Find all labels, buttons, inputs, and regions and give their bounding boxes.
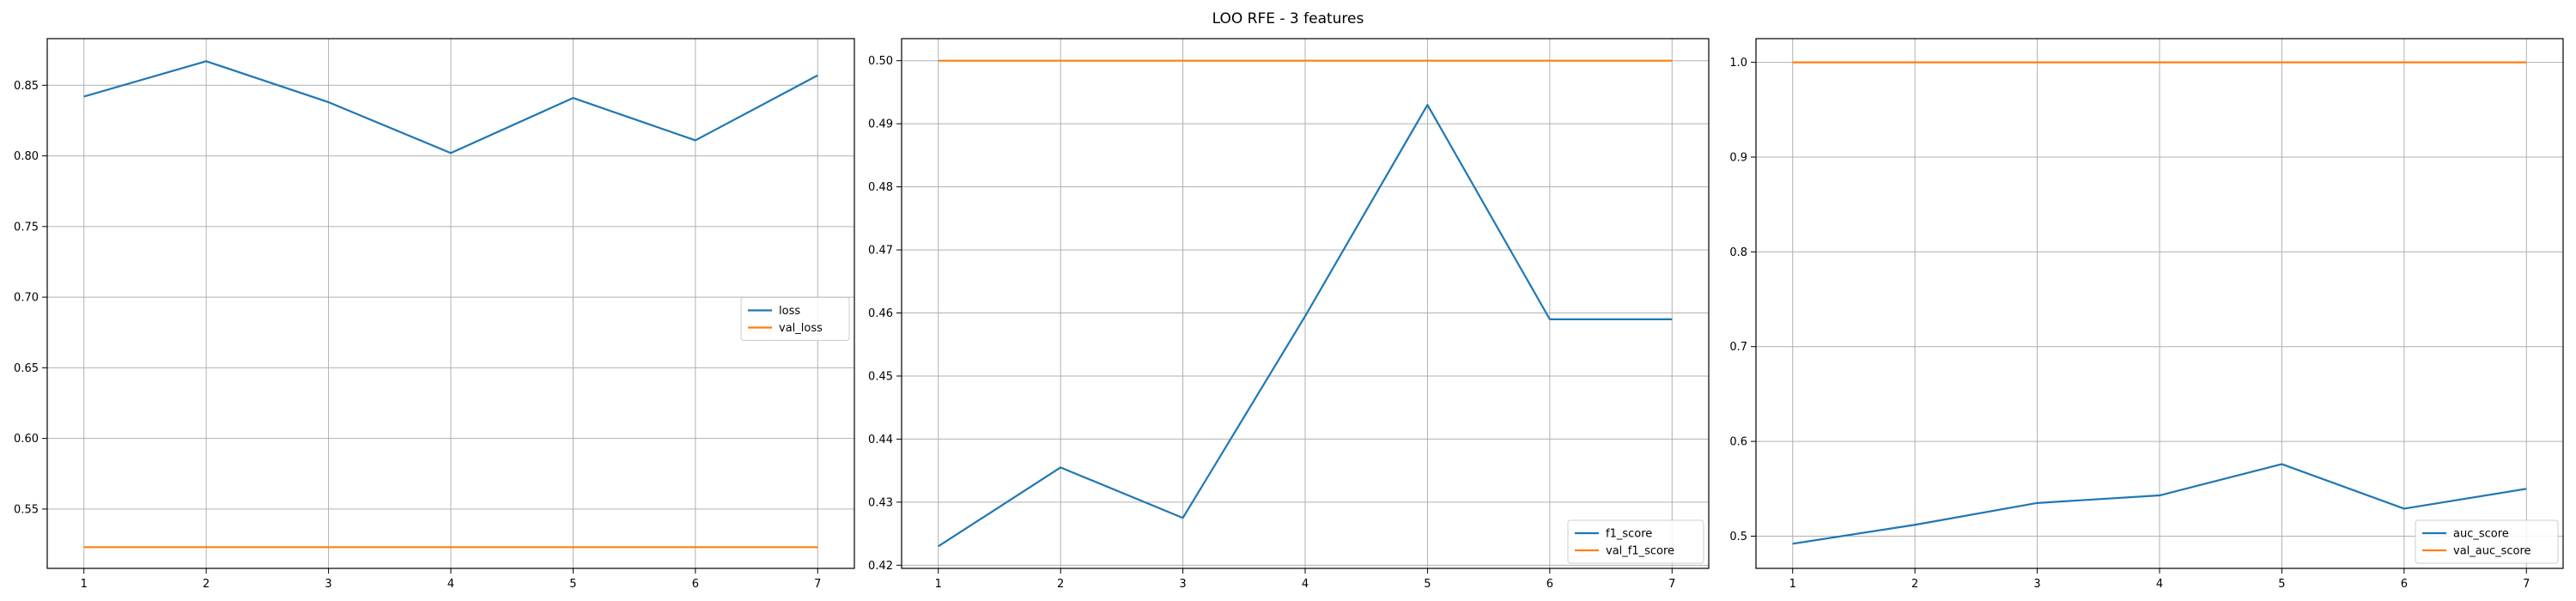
y-tick-label: 0.50 xyxy=(868,55,893,68)
y-tick-label: 0.65 xyxy=(14,362,39,375)
y-tick-label: 0.5 xyxy=(1729,531,1747,543)
x-tick-label: 4 xyxy=(447,578,454,591)
x-tick-label: 4 xyxy=(1302,578,1309,591)
x-tick-label: 2 xyxy=(1911,578,1918,591)
x-tick-label: 4 xyxy=(2156,578,2163,591)
x-tick-label: 1 xyxy=(935,578,942,591)
x-tick-label: 3 xyxy=(1179,578,1186,591)
y-tick-label: 0.44 xyxy=(868,434,893,446)
x-tick-label: 5 xyxy=(1424,578,1431,591)
y-tick-label: 1.0 xyxy=(1729,57,1747,70)
subplot-2: 1 2 3 4 5 6 7 0.42 0.43 0.44 0.45 0.46 0.47 0.48 0.49 0… xyxy=(868,38,1710,591)
legend-label: f1_score xyxy=(1606,528,1652,541)
y-tick-label: 0.75 xyxy=(14,221,39,234)
x-tick-label: 1 xyxy=(1789,578,1796,591)
x-tick-label: 7 xyxy=(1668,578,1675,591)
y-tick-label: 0.48 xyxy=(868,181,893,194)
x-tick-label: 2 xyxy=(203,578,210,591)
x-tick-label: 5 xyxy=(2278,578,2285,591)
y-tick-label: 0.47 xyxy=(868,245,893,258)
y-tick-label: 0.8 xyxy=(1729,246,1747,259)
x-tick-label: 6 xyxy=(692,578,699,591)
y-tick-label: 0.60 xyxy=(14,433,39,446)
x-tick-label: 2 xyxy=(1057,578,1064,591)
series-line-loss xyxy=(83,60,818,155)
legend: f1_score val_f1_score xyxy=(1567,519,1704,564)
y-tick-label: 0.80 xyxy=(14,150,39,163)
y-tick-label: 0.6 xyxy=(1729,436,1747,449)
y-tick-label: 0.42 xyxy=(868,560,893,573)
legend-label: val_loss xyxy=(779,322,823,335)
legend-label: val_auc_score xyxy=(2453,545,2531,558)
legend-frame xyxy=(740,297,850,341)
subplot-1: 1 2 3 4 5 6 7 0.55 0.60 0.65 0.70 0.75 0.80 0.85 loss v… xyxy=(14,38,855,591)
figure-suptitle: LOO RFE - 3 features xyxy=(1212,10,1364,27)
x-tick-label: 3 xyxy=(2033,578,2040,591)
x-tick-label: 7 xyxy=(2523,578,2530,591)
y-tick-label: 0.43 xyxy=(868,496,893,509)
series-line-f1_score xyxy=(938,104,1673,548)
y-tick-label: 0.45 xyxy=(868,370,893,383)
subplot-3: 1 2 3 4 5 6 7 0.5 0.6 0.7 0.8 0.9 1.0 auc_score val_au… xyxy=(1729,38,2564,591)
x-tick-label: 6 xyxy=(2401,578,2408,591)
legend-frame xyxy=(2415,519,2559,564)
legend-label: auc_score xyxy=(2453,528,2509,541)
y-tick-label: 0.49 xyxy=(868,118,893,131)
subplots: 1 2 3 4 5 6 70.550.600.650.700.750.800.85lossv… xyxy=(14,38,2564,591)
x-tick-label: 6 xyxy=(1546,578,1553,591)
legend-label: loss xyxy=(779,305,800,318)
legend-label: val_f1_score xyxy=(1606,545,1674,558)
y-tick-label: 0.7 xyxy=(1729,341,1747,354)
series-line-auc_score xyxy=(1792,463,2527,545)
x-tick-label: 5 xyxy=(569,578,576,591)
x-tick-label: 7 xyxy=(814,578,821,591)
legend-frame xyxy=(1567,519,1704,564)
y-tick-label: 0.70 xyxy=(14,292,39,305)
y-tick-label: 0.85 xyxy=(14,80,39,93)
x-tick-label: 1 xyxy=(81,578,88,591)
legend: loss val_loss xyxy=(740,297,850,341)
y-tick-label: 0.46 xyxy=(868,307,893,320)
y-tick-label: 0.55 xyxy=(14,503,39,516)
legend: auc_score val_auc_score xyxy=(2415,519,2559,564)
y-tick-label: 0.9 xyxy=(1729,151,1747,164)
x-tick-label: 3 xyxy=(325,578,331,591)
